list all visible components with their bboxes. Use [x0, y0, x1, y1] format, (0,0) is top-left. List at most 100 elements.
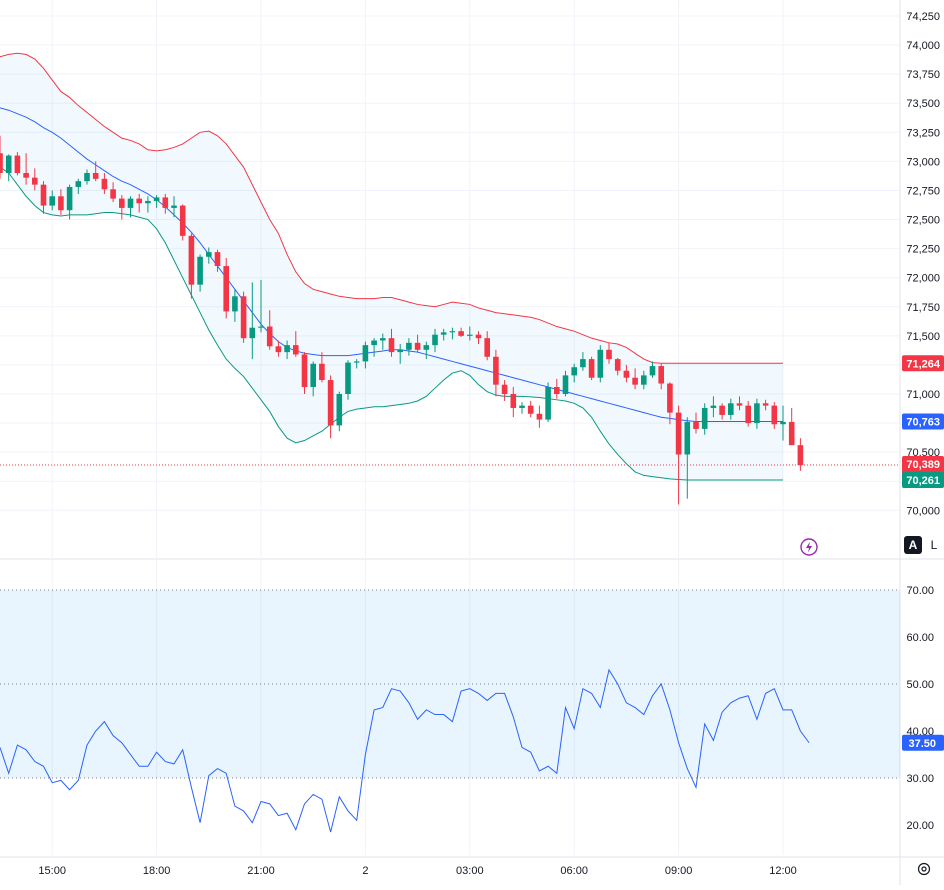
candle-body: [397, 349, 403, 353]
candle-body: [614, 359, 621, 371]
candle-body: [388, 338, 395, 353]
candle-body: [66, 186, 73, 211]
candle-body: [101, 178, 108, 190]
candle-body: [423, 345, 430, 350]
candle-body: [223, 266, 229, 312]
candle-body: [449, 331, 456, 333]
candle-body: [345, 362, 351, 394]
price-axis-label: 73,750: [906, 69, 940, 81]
price-label-pill: [902, 471, 944, 488]
candle-body: [458, 331, 464, 336]
time-axis-label: 2: [362, 865, 368, 877]
rsi-axis-label: 70.00: [906, 585, 934, 597]
price-axis-label: 72,000: [906, 273, 940, 285]
candle-body: [693, 421, 699, 429]
candle-body: [736, 403, 743, 406]
candle-body: [353, 361, 360, 363]
candle-body: [675, 412, 682, 455]
candle-body: [475, 334, 482, 339]
candle-body: [84, 173, 90, 182]
rsi-axis-label: 30.00: [906, 773, 934, 785]
bollinger-fill: [0, 53, 783, 480]
lightning-icon[interactable]: [800, 538, 818, 556]
candle-body: [467, 334, 473, 336]
candle-body: [110, 189, 116, 199]
rsi-axis-label: 50.00: [906, 679, 934, 691]
price-axis-label: 71,500: [906, 331, 940, 343]
time-axis-label: 06:00: [560, 865, 588, 877]
price-axis-label: 72,500: [906, 215, 940, 227]
candle-body: [136, 198, 142, 204]
log-scale-button[interactable]: L: [930, 538, 938, 552]
candle-body: [597, 349, 604, 378]
candle-body: [797, 445, 804, 466]
candle-body: [728, 403, 734, 415]
candle-body: [23, 173, 29, 178]
price-axis-label: 74,250: [906, 11, 940, 23]
candle-body: [527, 405, 534, 414]
candle-body: [49, 196, 55, 206]
price-label-pill: [902, 355, 944, 372]
candle-body: [641, 375, 647, 385]
rsi-axis-label: 60.00: [906, 632, 934, 644]
candle-body: [293, 345, 299, 355]
price-label-text: 70,389: [906, 459, 940, 471]
candle-body: [406, 342, 412, 350]
candle-body: [232, 296, 238, 312]
candle-body: [0, 153, 3, 174]
candle-body: [623, 370, 630, 378]
candle-body: [432, 334, 438, 346]
candle-body: [484, 338, 490, 357]
candle-body: [197, 256, 203, 285]
rsi-axis-label: 20.00: [906, 820, 934, 832]
candle-body: [214, 252, 221, 267]
candle-body: [719, 405, 725, 415]
candle-body: [14, 155, 21, 174]
candle-body: [336, 393, 343, 426]
price-axis-label: 73,250: [906, 127, 940, 139]
price-axis-label: 73,500: [906, 98, 940, 110]
price-axis-label: 73,000: [906, 156, 940, 168]
candle-body: [301, 354, 308, 388]
candle-body: [501, 384, 508, 394]
price-label-pill: [902, 413, 944, 430]
candle-body: [145, 200, 151, 204]
settings-icon[interactable]: [917, 862, 931, 876]
auto-scale-button[interactable]: A: [904, 536, 922, 554]
candle-body: [249, 327, 256, 339]
candle-body: [788, 421, 795, 446]
candle-body: [92, 173, 99, 179]
candle-body: [206, 252, 212, 257]
rsi-line: [0, 668, 810, 833]
candle-body: [658, 366, 664, 384]
time-axis-label: 09:00: [665, 865, 693, 877]
price-axis-label: 72,250: [906, 244, 940, 256]
candle-body: [32, 177, 38, 185]
candle-body: [762, 403, 769, 406]
price-label-text: 71,264: [906, 358, 941, 370]
candle-body: [684, 421, 691, 455]
candle-body: [58, 196, 64, 211]
candle-body: [275, 346, 282, 353]
candle-body: [5, 155, 12, 174]
candle-body: [258, 326, 264, 328]
time-axis-label: 03:00: [456, 865, 484, 877]
candle-body: [119, 198, 125, 208]
candle-body: [153, 197, 160, 201]
candle-body: [754, 403, 760, 424]
candle-body: [371, 340, 377, 346]
price-axis-label: 74,000: [906, 40, 940, 52]
candle-body: [632, 377, 638, 385]
candle-body: [188, 235, 195, 285]
time-axis-label: 12:00: [769, 865, 797, 877]
time-axis-label: 18:00: [143, 865, 171, 877]
candle-body: [266, 326, 273, 347]
candle-body: [580, 359, 586, 368]
price-label-text: 70,763: [906, 417, 940, 429]
candle-body: [649, 366, 656, 376]
candle-body: [162, 197, 169, 208]
candle-body: [380, 338, 386, 341]
candle-body: [310, 363, 316, 388]
